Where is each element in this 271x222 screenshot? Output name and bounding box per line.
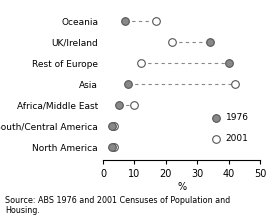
Text: 1976: 1976	[225, 113, 249, 122]
X-axis label: %: %	[177, 182, 186, 192]
Text: 2001: 2001	[225, 134, 249, 143]
Text: Source: ABS 1976 and 2001 Censuses of Population and
Housing.: Source: ABS 1976 and 2001 Censuses of Po…	[5, 196, 231, 215]
